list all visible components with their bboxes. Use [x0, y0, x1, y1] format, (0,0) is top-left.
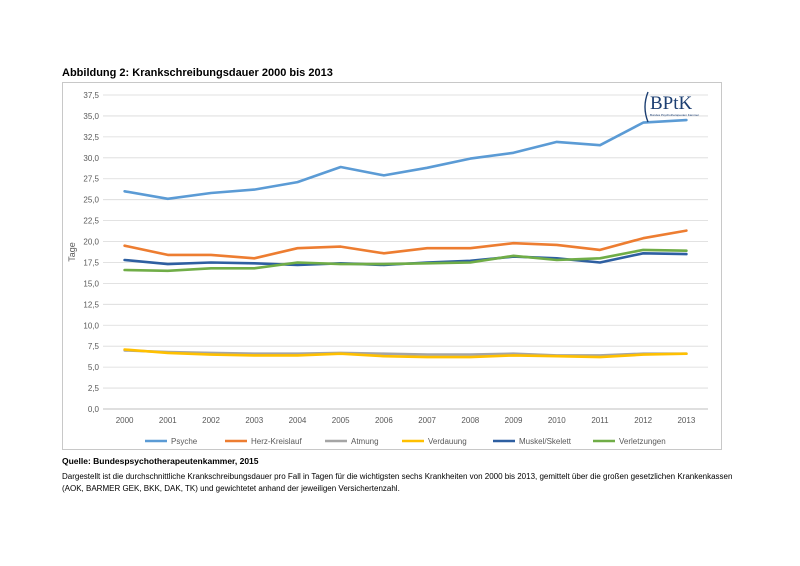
chart-area: 0,0 2,5 5,0 7,5 10,0 12,5 15,0 17,5 20,0 22,5 25,0…: [62, 82, 722, 450]
y-tick-label: 5,0: [88, 363, 100, 372]
y-tick-label: 25,0: [83, 196, 99, 205]
x-tick-label: 2012: [634, 416, 652, 425]
series-line-herz-kreislauf: [123, 229, 688, 260]
x-tick-label: 2004: [289, 416, 307, 425]
y-tick-label: 10,0: [83, 321, 99, 330]
x-tick-label: 2002: [202, 416, 220, 425]
x-tick-label: 2001: [159, 416, 177, 425]
figure-title: Abbildung 2: Krankschreibungsdauer 2000 …: [62, 67, 333, 79]
y-tick-label: 17,5: [83, 258, 99, 267]
y-tick-label: 7,5: [88, 342, 100, 351]
x-tick-label: 2007: [418, 416, 436, 425]
y-tick-label: 22,5: [83, 217, 99, 226]
logo-subtext: Bundes Psychotherapeuten Kammer: [650, 113, 699, 117]
y-tick-label: 2,5: [88, 384, 100, 393]
series-line-verletzungen: [123, 248, 688, 273]
legend-label: Muskel/Skelett: [519, 437, 572, 446]
x-tick-label: 2011: [591, 416, 609, 425]
legend-label: Atmung: [351, 437, 379, 446]
y-tick-label: 32,5: [83, 133, 99, 142]
x-tick-label: 2008: [461, 416, 479, 425]
series-line-verdauung: [123, 348, 688, 359]
legend-label: Verletzungen: [619, 437, 666, 446]
x-tick-label: 2005: [332, 416, 350, 425]
line-chart: 0,0 2,5 5,0 7,5 10,0 12,5 15,0 17,5 20,0 22,5 25,0…: [67, 91, 708, 446]
x-tick-label: 2006: [375, 416, 393, 425]
series-line-psyche: [123, 118, 688, 201]
y-tick-label: 30,0: [83, 154, 99, 163]
description-text: Dargestellt ist die durchschnittliche Kr…: [62, 472, 733, 493]
legend-label: Verdauung: [428, 437, 467, 446]
legend-label: Herz-Kreislauf: [251, 437, 302, 446]
y-tick-label: 37,5: [83, 91, 99, 100]
x-tick-label: 2009: [505, 416, 523, 425]
series-line-atmung: [123, 349, 688, 357]
legend-label: Psyche: [171, 437, 198, 446]
y-axis-title: Tage: [67, 242, 77, 262]
y-tick-label: 0,0: [88, 405, 100, 414]
bptk-logo: BPtK Bundes Psychotherapeuten Kammer: [644, 91, 699, 123]
y-tick-label: 15,0: [83, 279, 99, 288]
source-note: Quelle: Bundespsychotherapeutenkammer, 2…: [62, 456, 259, 466]
x-tick-label: 2013: [677, 416, 695, 425]
x-tick-label: 2003: [245, 416, 263, 425]
y-tick-label: 27,5: [83, 175, 99, 184]
logo-text: BPtK: [650, 93, 693, 114]
y-tick-label: 12,5: [83, 300, 99, 309]
x-tick-label: 2000: [116, 416, 134, 425]
y-tick-label: 35,0: [83, 112, 99, 121]
y-tick-label: 20,0: [83, 238, 99, 247]
x-tick-label: 2010: [548, 416, 566, 425]
